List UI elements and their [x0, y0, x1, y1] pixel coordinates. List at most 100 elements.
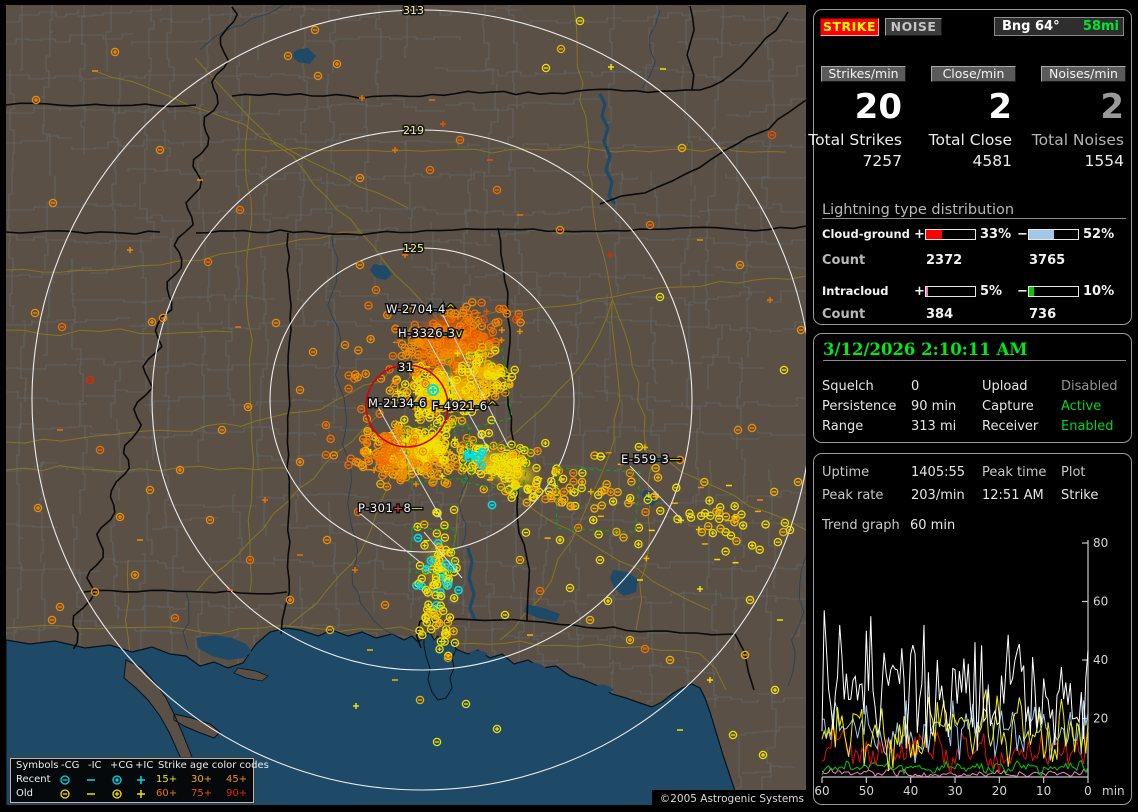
trend-x-tick-label: 20 — [992, 784, 1007, 798]
state-border — [599, 99, 806, 205]
cg-minus-count: 3765 — [1029, 253, 1066, 268]
state-border — [231, 88, 701, 100]
state-border — [195, 225, 806, 236]
cg-plus-bar-fill — [926, 230, 942, 239]
storm-track — [357, 511, 421, 563]
storm-cell-label: W-2704-4^ — [386, 302, 456, 316]
state-border — [6, 229, 161, 235]
trend-y-tick-label: 60 — [1093, 595, 1108, 609]
strikes-per-min-value: 20 — [854, 87, 902, 127]
storm-track — [373, 399, 443, 521]
range-ring-313 — [31, 9, 806, 791]
road — [195, 329, 441, 593]
copyright-text: ©2005 Astrogenic Systems — [659, 793, 804, 805]
road — [611, 297, 652, 631]
total-strikes-value: 7257 — [862, 152, 902, 170]
state-border — [699, 11, 789, 91]
copyright-bar: ©2005 Astrogenic Systems — [652, 790, 808, 808]
state-border — [734, 633, 755, 691]
state-border — [72, 6, 239, 650]
trend-x-tick-label: 60 — [814, 784, 829, 798]
cg-minus-bar — [1028, 229, 1079, 240]
legend-col-ic-minus: -IC — [88, 760, 102, 771]
trend-series-total-strikes — [821, 610, 1089, 751]
cg-plus-percent: 33% — [980, 227, 1012, 242]
cg-minus-percent: 52% — [1083, 227, 1115, 242]
noises-per-min-button[interactable]: Noises/min — [1041, 66, 1126, 82]
noises-per-min-value: 2 — [1100, 87, 1124, 127]
legend-age-60: 60+ — [156, 788, 178, 799]
road — [573, 5, 613, 299]
settings-rows-r1c0: Persistence — [822, 399, 897, 414]
legend-recent-symbols — [60, 775, 145, 785]
state-border — [280, 232, 292, 635]
close-per-min-button[interactable]: Close/min — [931, 66, 1016, 82]
lake — [292, 48, 316, 64]
range-ring-125 — [269, 247, 575, 553]
status-rows-r1c0: Peak rate — [822, 488, 884, 503]
legend-col-ic-plus: +IC — [135, 760, 154, 771]
cg-plus-sign: + — [914, 227, 925, 242]
state-border — [497, 227, 531, 622]
road — [94, 70, 409, 209]
trend-x-unit: min — [1102, 784, 1125, 798]
panel-status-trend: Uptime 1405:55 Peak time Plot Peak rate 203/m… — [813, 453, 1132, 805]
ic-minus-sign: − — [1017, 284, 1028, 299]
trend-y-tick-label: 80 — [1093, 536, 1108, 550]
lightning-map[interactable]: 125 219 313 W-2704-4^ H-3326-3v 31 M-2134-6 F-4… — [6, 5, 808, 808]
road — [455, 640, 727, 691]
road — [467, 299, 613, 469]
strike-toggle-button[interactable]: STRIKE — [820, 18, 879, 36]
storm-cell-label: M-2134-6 — [368, 396, 427, 410]
coastal-island — [233, 667, 269, 682]
storm-track — [423, 531, 463, 579]
legend-old-symbols — [60, 789, 145, 799]
cg-minus-bar-fill — [1029, 230, 1054, 239]
ic-minus-bar-fill — [1029, 287, 1034, 296]
map-canvas: 125 219 313 W-2704-4^ H-3326-3v 31 M-2134-6 F-4… — [6, 5, 806, 805]
settings-rows-r1c3: Active — [1061, 399, 1102, 414]
total-strikes-label: Total Strikes — [808, 131, 902, 149]
road — [647, 449, 806, 531]
storm-cell-label: P-301+8— — [358, 501, 423, 515]
clock-divider — [823, 360, 1126, 361]
panel-clock-settings: 3/12/2026 2:10:11 AM Squelch 0 Upload Disab… — [813, 333, 1132, 443]
status-rows-r0c2: Peak time — [982, 465, 1047, 480]
storm-track — [427, 339, 491, 453]
strikes-per-min-button[interactable]: Strikes/min — [821, 66, 906, 82]
lake-band — [466, 547, 477, 621]
lake — [524, 604, 560, 622]
road — [6, 231, 361, 273]
trend-y-tick-label: 20 — [1093, 712, 1108, 726]
trend-graph-label: Trend graph — [822, 518, 900, 533]
legend-old-label: Old — [16, 788, 33, 799]
settings-rows-r0c2: Upload — [982, 379, 1028, 394]
ic-minus-bar — [1028, 286, 1079, 297]
storm-cell-label: 31 — [398, 360, 414, 374]
cg-plus-count: 2372 — [926, 253, 963, 268]
road — [244, 95, 255, 593]
legend-age-75: 75+ — [191, 788, 213, 799]
legend-age-30: 30+ — [191, 774, 213, 785]
cg-count-label: Count — [822, 253, 866, 268]
legend-age-45: 45+ — [226, 774, 248, 785]
settings-rows-r2c1: 313 mi — [911, 419, 957, 434]
intracloud-label: Intracloud — [822, 284, 889, 298]
ic-plus-percent: 5% — [980, 284, 1003, 299]
settings-rows-r1c1: 90 min — [911, 399, 957, 414]
storm-cell-boundary — [404, 424, 473, 483]
trend-x-tick-label: 0 — [1084, 784, 1092, 798]
river — [641, 9, 661, 89]
distribution-title: Lightning type distribution — [822, 202, 1015, 218]
close-per-min-value: 2 — [988, 87, 1012, 127]
noise-toggle-button[interactable]: NOISE — [885, 18, 942, 36]
distribution-divider — [822, 218, 1126, 219]
river — [787, 555, 806, 687]
panel-statistics: STRIKE NOISE Bng 64° 58mi Strikes/min Cl… — [808, 9, 1132, 325]
settings-rows-r2c3: Enabled — [1061, 419, 1114, 434]
cloud-ground-label: Cloud-ground — [822, 227, 910, 241]
alarm-range-circle — [365, 364, 449, 448]
legend-col-cg-plus: +CG — [110, 760, 134, 771]
lake — [610, 570, 638, 596]
